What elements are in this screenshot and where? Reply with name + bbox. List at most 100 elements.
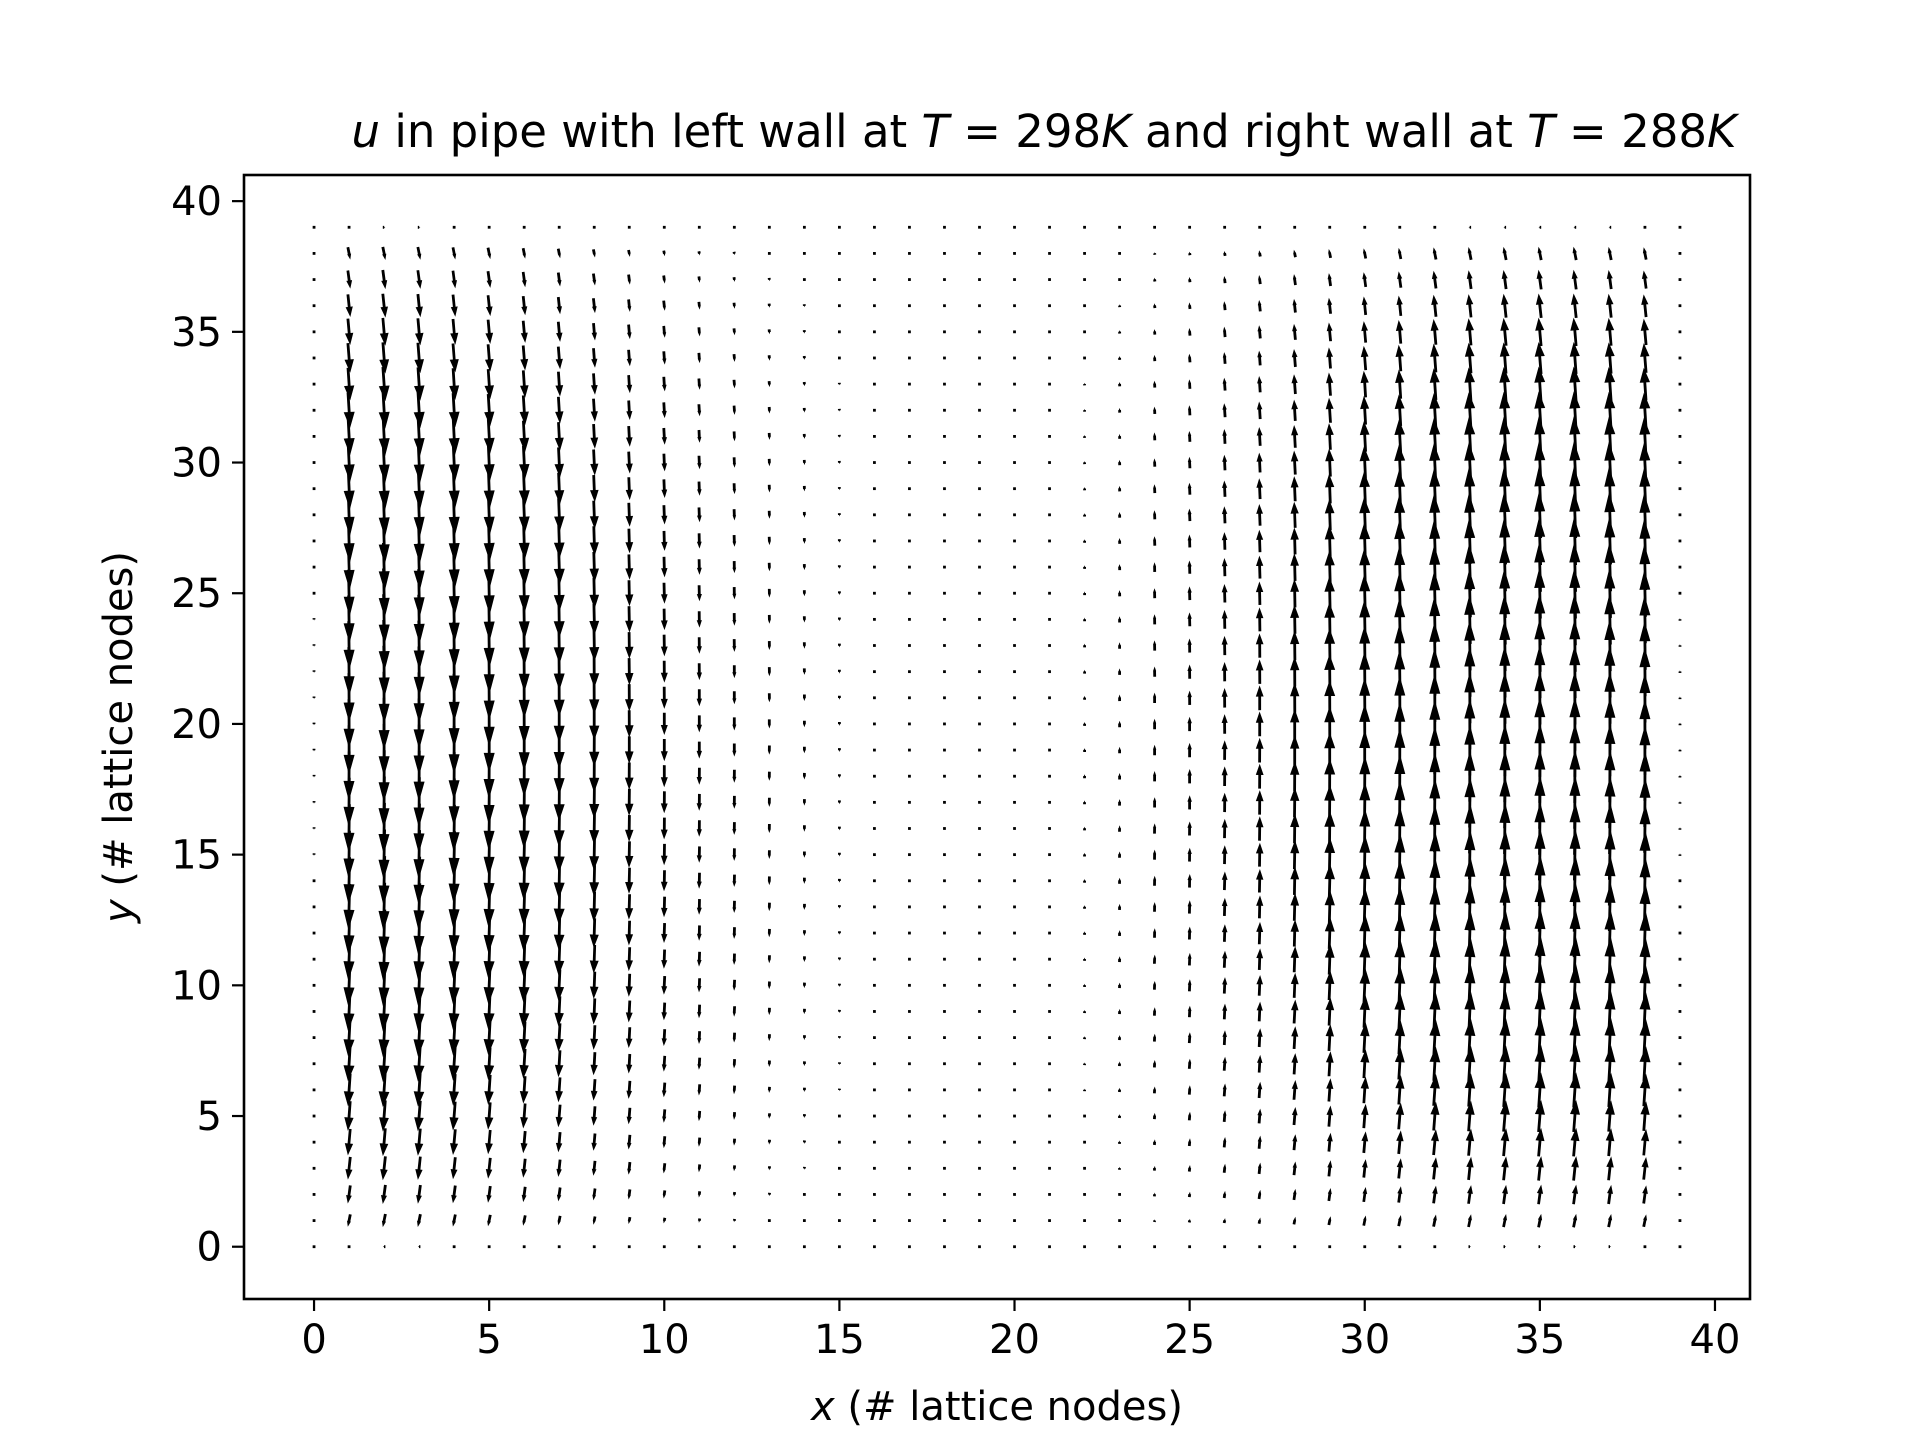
velocity-arrow [1534, 516, 1546, 566]
velocity-arrow [1360, 1049, 1370, 1079]
velocity-arrow [802, 590, 806, 597]
velocity-arrow [697, 327, 701, 337]
velocity-arrow [519, 1076, 529, 1104]
velocity-arrow [343, 467, 355, 510]
velocity-arrow [1363, 225, 1367, 229]
velocity-arrow [1534, 855, 1546, 907]
velocity-arrow [520, 370, 529, 398]
velocity-arrow [662, 1190, 667, 1199]
velocity-arrow [344, 343, 354, 373]
velocity-arrow [1013, 1245, 1016, 1249]
velocity-arrow [1083, 1114, 1086, 1118]
velocity-arrow [662, 1163, 667, 1174]
velocity-arrow [908, 670, 911, 674]
velocity-arrow [625, 580, 634, 607]
velocity-arrow [1429, 368, 1440, 401]
velocity-arrow [312, 1062, 316, 1066]
velocity-arrow [448, 443, 460, 482]
velocity-arrow [660, 686, 668, 709]
velocity-arrow [1187, 534, 1192, 548]
velocity-arrow [1222, 1003, 1228, 1020]
velocity-arrow [518, 729, 530, 771]
velocity-arrow [1222, 1083, 1227, 1097]
velocity-arrow [1326, 347, 1333, 369]
velocity-arrow [767, 225, 771, 229]
velocity-arrow [908, 696, 911, 700]
velocity-arrow [1604, 517, 1616, 565]
velocity-arrow [1678, 1219, 1682, 1222]
velocity-arrow [908, 330, 911, 334]
velocity-arrow [660, 843, 668, 866]
velocity-arrow [1327, 1188, 1332, 1202]
velocity-arrow [767, 824, 771, 833]
velocity-arrow [767, 797, 771, 807]
velocity-arrow [873, 252, 876, 255]
velocity-arrow [1153, 406, 1157, 414]
velocity-arrow [1187, 638, 1192, 653]
velocity-arrow [1639, 647, 1651, 697]
velocity-arrow [1430, 1101, 1440, 1131]
velocity-arrow [1290, 450, 1299, 475]
velocity-arrow [697, 276, 701, 283]
velocity-arrow [518, 522, 530, 560]
velocity-arrow [1639, 964, 1651, 1007]
velocity-arrow [943, 827, 946, 830]
velocity-arrow [908, 434, 911, 438]
velocity-arrow [732, 225, 736, 229]
velocity-arrow [1502, 1184, 1508, 1205]
velocity-arrow [696, 820, 702, 837]
velocity-arrow [1398, 225, 1402, 229]
velocity-arrow [767, 355, 771, 361]
velocity-arrow [1048, 1036, 1051, 1040]
velocity-arrow [1255, 816, 1264, 841]
velocity-arrow [1678, 434, 1682, 438]
velocity-arrow [1291, 1080, 1298, 1100]
velocity-arrow [343, 1018, 355, 1057]
velocity-arrow [1118, 825, 1121, 832]
velocity-arrow [943, 408, 946, 412]
velocity-arrow [732, 927, 737, 939]
velocity-arrow [838, 1036, 841, 1040]
x-tick-label: 0 [301, 1317, 326, 1363]
velocity-arrow [943, 879, 946, 883]
velocity-arrow [1013, 1193, 1016, 1196]
velocity-arrow [518, 967, 530, 1003]
velocity-arrow [1118, 225, 1121, 229]
velocity-arrow [1607, 1184, 1613, 1205]
velocity-arrow [1222, 454, 1228, 471]
velocity-arrow [696, 715, 702, 733]
velocity-arrow [802, 304, 806, 308]
velocity-arrow [1464, 856, 1476, 905]
velocity-arrow [943, 461, 946, 464]
velocity-arrow [518, 781, 530, 823]
velocity-arrow [1153, 1033, 1156, 1042]
velocity-arrow [1534, 491, 1546, 539]
velocity-arrow [1013, 565, 1016, 569]
velocity-arrow [1678, 1036, 1682, 1040]
velocity-arrow [1223, 326, 1227, 338]
velocity-arrow [343, 777, 355, 827]
velocity-arrow [1678, 565, 1682, 569]
velocity-arrow [414, 367, 425, 401]
velocity-arrow [838, 643, 841, 648]
velocity-arrow [767, 536, 771, 546]
velocity-arrow [1221, 662, 1228, 682]
velocity-arrow [943, 853, 946, 857]
velocity-arrow [625, 477, 633, 501]
x-tick-label: 25 [1164, 1317, 1215, 1363]
velocity-arrow [943, 1114, 946, 1118]
velocity-arrow [1257, 1189, 1262, 1200]
velocity-arrow [1290, 656, 1300, 687]
velocity-arrow [312, 644, 316, 647]
velocity-arrow [837, 304, 841, 308]
velocity-arrow [732, 483, 737, 495]
velocity-arrow [1256, 869, 1264, 893]
velocity-arrow [1222, 1030, 1227, 1046]
velocity-arrow [625, 815, 634, 842]
velocity-arrow [1013, 1219, 1016, 1222]
velocity-arrow [1604, 492, 1616, 538]
velocity-arrow [1534, 962, 1546, 1008]
velocity-arrow [555, 1104, 563, 1128]
velocity-arrow [1048, 382, 1051, 386]
velocity-arrow [696, 872, 702, 889]
